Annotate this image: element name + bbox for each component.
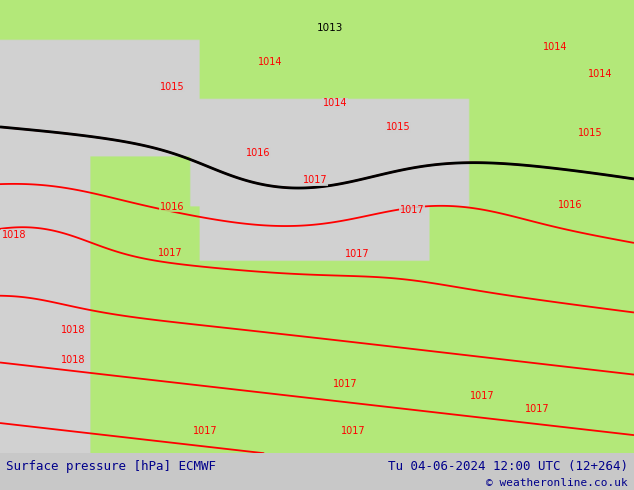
- Text: 1016: 1016: [558, 200, 582, 210]
- Text: 1017: 1017: [345, 249, 370, 259]
- Text: 1017: 1017: [158, 248, 183, 258]
- Text: 1017: 1017: [193, 426, 217, 436]
- Text: 1014: 1014: [323, 98, 347, 108]
- Text: 1015: 1015: [578, 128, 602, 138]
- Text: 1017: 1017: [470, 391, 495, 401]
- Text: 1018: 1018: [61, 325, 85, 335]
- Text: 1016: 1016: [246, 147, 270, 158]
- Text: 1014: 1014: [543, 42, 567, 52]
- Text: 1017: 1017: [333, 379, 358, 389]
- Text: 1015: 1015: [385, 122, 410, 132]
- Text: 1017: 1017: [525, 404, 549, 414]
- Text: 1018: 1018: [2, 229, 26, 240]
- Text: Tu 04-06-2024 12:00 UTC (12+264): Tu 04-06-2024 12:00 UTC (12+264): [387, 460, 628, 473]
- Text: 1017: 1017: [399, 205, 424, 215]
- Text: 1016: 1016: [160, 202, 184, 212]
- Text: Surface pressure [hPa] ECMWF: Surface pressure [hPa] ECMWF: [6, 460, 216, 473]
- Text: 1015: 1015: [160, 82, 184, 92]
- Text: 1018: 1018: [61, 355, 85, 365]
- Text: 1017: 1017: [302, 175, 327, 185]
- Text: 1017: 1017: [340, 426, 365, 436]
- Text: 1014: 1014: [258, 57, 282, 67]
- Text: 1014: 1014: [588, 69, 612, 79]
- Text: 1013: 1013: [317, 23, 343, 33]
- Text: © weatheronline.co.uk: © weatheronline.co.uk: [486, 478, 628, 489]
